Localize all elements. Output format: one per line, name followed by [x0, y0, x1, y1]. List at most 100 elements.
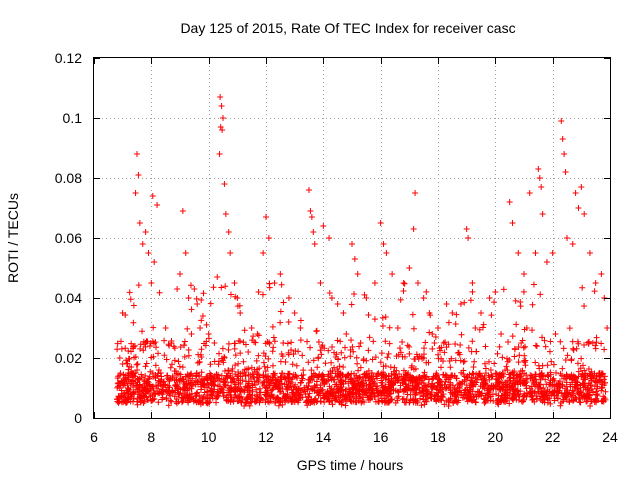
- data-point: [457, 341, 464, 348]
- data-point: [311, 241, 318, 247]
- x-tick-label: 20: [488, 429, 504, 445]
- data-point: [591, 288, 598, 295]
- data-point: [498, 374, 505, 381]
- y-tick-label: 0.04: [55, 290, 82, 306]
- data-point: [515, 343, 522, 350]
- data-point: [535, 362, 542, 369]
- data-point: [469, 370, 476, 377]
- data-point: [445, 402, 452, 409]
- data-point: [550, 375, 557, 382]
- data-point: [157, 370, 164, 377]
- data-point: [409, 311, 416, 318]
- data-point: [168, 340, 175, 346]
- data-point: [118, 399, 125, 406]
- data-point: [529, 396, 536, 403]
- data-point: [511, 345, 518, 352]
- data-point: [564, 352, 571, 359]
- data-point: [464, 390, 471, 397]
- data-point: [185, 352, 192, 359]
- data-point: [602, 396, 609, 403]
- data-point: [557, 338, 564, 345]
- data-point: [372, 373, 379, 380]
- data-point: [562, 392, 569, 399]
- data-point: [592, 280, 599, 286]
- data-point: [439, 358, 446, 365]
- data-point: [288, 339, 295, 346]
- data-point: [579, 284, 586, 291]
- data-point: [389, 271, 396, 277]
- data-point: [447, 379, 454, 386]
- data-point: [357, 340, 364, 346]
- data-point: [412, 396, 419, 403]
- data-point: [265, 235, 272, 241]
- data-point: [231, 345, 238, 352]
- data-point: [269, 323, 276, 330]
- data-point: [569, 387, 576, 394]
- data-point: [199, 394, 206, 401]
- data-point: [387, 364, 394, 371]
- data-point: [435, 351, 442, 358]
- data-point: [492, 289, 499, 295]
- data-point: [593, 397, 600, 404]
- data-point: [544, 386, 551, 393]
- data-point: [413, 385, 420, 392]
- data-point: [463, 374, 470, 381]
- data-point: [467, 297, 474, 304]
- data-point: [161, 352, 168, 359]
- data-point: [568, 393, 575, 400]
- data-point: [163, 356, 170, 363]
- data-point: [426, 329, 433, 336]
- data-point: [521, 271, 527, 277]
- data-point: [326, 383, 333, 390]
- data-point: [459, 394, 466, 401]
- data-point: [313, 327, 320, 334]
- data-point: [170, 343, 177, 350]
- data-point: [587, 402, 594, 409]
- data-point: [270, 334, 277, 341]
- data-point: [278, 380, 285, 387]
- data-point: [598, 397, 605, 404]
- data-point: [192, 397, 199, 404]
- data-point: [596, 369, 603, 376]
- data-point: [432, 372, 439, 379]
- data-point: [418, 379, 425, 386]
- data-point: [366, 334, 373, 341]
- data-point: [452, 320, 459, 327]
- data-point: [500, 396, 507, 403]
- data-point: [213, 393, 220, 400]
- data-point: [159, 396, 166, 403]
- data-point: [394, 394, 401, 401]
- data-point: [469, 280, 476, 286]
- data-point: [202, 342, 209, 349]
- data-point: [408, 374, 415, 381]
- data-point: [137, 341, 144, 348]
- data-point: [313, 328, 320, 335]
- data-point: [155, 399, 162, 406]
- data-point: [217, 124, 224, 130]
- data-point: [134, 401, 141, 408]
- data-point: [127, 296, 134, 303]
- data-point: [530, 379, 537, 386]
- data-point: [115, 399, 122, 406]
- data-point: [418, 402, 425, 409]
- data-point: [140, 377, 147, 384]
- data-point: [134, 367, 141, 374]
- data-point: [192, 373, 199, 380]
- data-point: [150, 353, 157, 360]
- data-point: [343, 331, 350, 337]
- data-point: [421, 401, 428, 408]
- data-point: [360, 389, 367, 396]
- data-point: [306, 187, 312, 193]
- data-point: [338, 377, 345, 384]
- data-point: [184, 373, 191, 380]
- data-point: [504, 355, 511, 362]
- data-point: [380, 241, 387, 247]
- data-point: [231, 280, 238, 286]
- data-point: [355, 367, 362, 374]
- data-point: [490, 385, 497, 392]
- data-point: [245, 378, 252, 385]
- data-point: [118, 387, 125, 394]
- data-point: [556, 384, 563, 391]
- data-point: [547, 369, 554, 376]
- data-point: [118, 345, 125, 352]
